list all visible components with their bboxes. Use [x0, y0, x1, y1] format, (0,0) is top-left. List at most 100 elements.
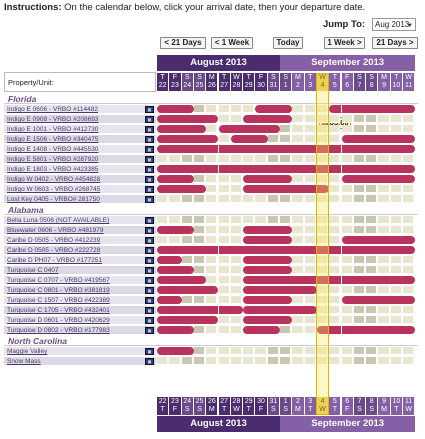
available-cell[interactable]: [341, 125, 353, 133]
available-cell[interactable]: [304, 125, 316, 133]
available-cell[interactable]: [341, 357, 353, 365]
available-cell[interactable]: [378, 266, 390, 274]
property-link[interactable]: Caribe D 0505 - VRBO #222728: [4, 246, 156, 255]
available-cell[interactable]: [218, 347, 230, 355]
available-cell[interactable]: [193, 105, 206, 113]
available-cell[interactable]: [403, 185, 415, 193]
available-cell[interactable]: [193, 347, 206, 355]
available-cell[interactable]: [378, 316, 390, 324]
available-cell[interactable]: [353, 115, 366, 123]
available-cell[interactable]: [304, 236, 316, 244]
top-day-2[interactable]: S 24: [181, 73, 193, 91]
available-cell[interactable]: [230, 266, 243, 274]
available-cell[interactable]: [329, 256, 341, 264]
available-cell[interactable]: [218, 316, 230, 324]
calendar-icon[interactable]: ▦: [145, 176, 154, 183]
bottom-day-9[interactable]: 31 S: [267, 397, 279, 415]
available-cell[interactable]: [378, 256, 390, 264]
available-cell[interactable]: [403, 266, 415, 274]
available-cell[interactable]: [316, 115, 329, 123]
available-cell[interactable]: [353, 306, 366, 314]
available-cell[interactable]: [316, 105, 329, 113]
available-cell[interactable]: [206, 357, 218, 365]
available-cell[interactable]: [403, 125, 415, 133]
property-link[interactable]: Indigo E 0908 - VRBO #208693: [4, 115, 156, 124]
available-cell[interactable]: [218, 296, 230, 304]
available-cell[interactable]: [243, 105, 255, 113]
available-cell[interactable]: [292, 266, 304, 274]
available-cell[interactable]: [366, 115, 378, 123]
available-cell[interactable]: [341, 216, 353, 224]
available-cell[interactable]: [403, 316, 415, 324]
available-cell[interactable]: [390, 286, 402, 294]
available-cell[interactable]: [292, 326, 304, 334]
bottom-day-4[interactable]: 26 M: [206, 397, 218, 415]
available-cell[interactable]: [329, 195, 341, 203]
calendar-icon[interactable]: ▦: [145, 166, 154, 173]
available-cell[interactable]: [292, 347, 304, 355]
available-cell[interactable]: [353, 155, 366, 163]
available-cell[interactable]: [218, 216, 230, 224]
available-cell[interactable]: [304, 115, 316, 123]
available-cell[interactable]: [316, 286, 329, 294]
calendar-icon[interactable]: ▦: [145, 227, 154, 234]
available-cell[interactable]: [378, 125, 390, 133]
calendar-icon[interactable]: ▦: [145, 348, 154, 355]
available-cell[interactable]: [230, 195, 243, 203]
available-cell[interactable]: [403, 357, 415, 365]
available-cell[interactable]: [206, 125, 218, 133]
property-link[interactable]: Bluewater 0606 - VRBO #481979: [4, 226, 156, 235]
available-cell[interactable]: [218, 236, 230, 244]
available-cell[interactable]: [292, 226, 304, 234]
available-cell[interactable]: [230, 256, 243, 264]
available-cell[interactable]: [390, 155, 402, 163]
available-cell[interactable]: [353, 286, 366, 294]
property-link[interactable]: Indigo W 0603 - VRBO #268745: [4, 185, 156, 194]
available-cell[interactable]: [206, 236, 218, 244]
available-cell[interactable]: [230, 286, 243, 294]
available-cell[interactable]: [193, 175, 206, 183]
available-cell[interactable]: [255, 357, 267, 365]
available-cell[interactable]: [378, 216, 390, 224]
top-day-9[interactable]: S 31: [267, 73, 279, 91]
property-link[interactable]: Caribe D PH07 - VRBO #177251: [4, 256, 156, 265]
available-cell[interactable]: [206, 155, 218, 163]
property-link[interactable]: Indigo E 1001 - VRBO #412730: [4, 125, 156, 134]
bottom-month-august[interactable]: August 2013: [157, 416, 280, 432]
available-cell[interactable]: [230, 175, 243, 183]
available-cell[interactable]: [292, 115, 304, 123]
bottom-day-7[interactable]: 29 T: [243, 397, 255, 415]
available-cell[interactable]: [218, 135, 230, 143]
available-cell[interactable]: [378, 195, 390, 203]
available-cell[interactable]: [341, 266, 353, 274]
available-cell[interactable]: [390, 266, 402, 274]
available-cell[interactable]: [304, 155, 316, 163]
property-link[interactable]: Turquoise C 1507 - VRBO #422389: [4, 296, 156, 305]
available-cell[interactable]: [353, 316, 366, 324]
available-cell[interactable]: [193, 266, 206, 274]
available-cell[interactable]: [341, 347, 353, 355]
available-cell[interactable]: [304, 316, 316, 324]
available-cell[interactable]: [243, 347, 255, 355]
available-cell[interactable]: [341, 306, 353, 314]
available-cell[interactable]: [280, 195, 292, 203]
available-cell[interactable]: [292, 105, 304, 113]
available-cell[interactable]: [267, 155, 279, 163]
available-cell[interactable]: [206, 256, 218, 264]
available-cell[interactable]: [341, 256, 353, 264]
available-cell[interactable]: [218, 175, 230, 183]
bottom-day-2[interactable]: 24 S: [181, 397, 193, 415]
available-cell[interactable]: [292, 256, 304, 264]
available-cell[interactable]: [181, 155, 193, 163]
available-cell[interactable]: [193, 195, 206, 203]
available-cell[interactable]: [390, 125, 402, 133]
available-cell[interactable]: [218, 185, 230, 193]
bottom-day-0[interactable]: 22 T: [157, 397, 169, 415]
